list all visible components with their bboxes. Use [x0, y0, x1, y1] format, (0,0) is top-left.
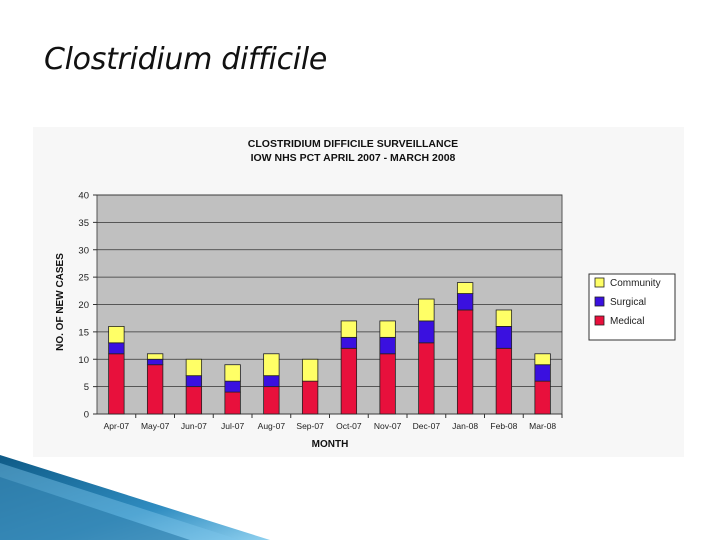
bar-community-mar-08: [534, 353, 551, 366]
y-tick-label: 15: [78, 327, 89, 338]
bar-surgical-oct-07: [340, 336, 358, 349]
bar-community-nov-07: [379, 320, 396, 338]
y-tick-label: 0: [84, 410, 89, 421]
bar-surgical-aug-07: [263, 375, 280, 388]
bar-medical-sep-07: [301, 380, 319, 415]
bar-surgical-apr-07: [108, 342, 125, 355]
legend-label-community: Community: [610, 278, 661, 289]
bar-community-aug-07: [263, 353, 280, 377]
bar-medical-may-07: [146, 364, 164, 415]
y-tick-label: 40: [78, 191, 89, 202]
legend-swatch-surgical: [594, 296, 605, 307]
bar-community-jun-07: [185, 358, 203, 377]
x-tick-label: Jun-07: [181, 421, 207, 431]
bar-medical-dec-07: [418, 342, 435, 415]
bar-medical-nov-07: [379, 353, 396, 415]
bar-surgical-nov-07: [379, 336, 396, 355]
y-tick-label: 20: [78, 300, 89, 311]
legend-swatch-medical: [594, 315, 605, 326]
bar-community-feb-08: [495, 309, 513, 327]
legend-label-surgical: Surgical: [610, 297, 646, 308]
bar-community-may-07: [146, 353, 164, 360]
bar-medical-oct-07: [340, 347, 358, 415]
x-tick-label: Aug-07: [258, 421, 286, 431]
x-tick-label: Sep-07: [296, 421, 324, 431]
bar-surgical-dec-07: [418, 320, 435, 344]
x-tick-label: Dec-07: [413, 421, 441, 431]
bar-community-jul-07: [224, 364, 241, 382]
bar-surgical-may-07: [146, 358, 164, 366]
legend: Community Surgical Medical: [588, 273, 676, 341]
bar-surgical-jan-08: [456, 293, 474, 311]
chart-subtitle: IOW NHS PCT APRIL 2007 - MARCH 2008: [251, 152, 456, 164]
bar-community-jan-08: [456, 282, 474, 294]
y-tick-label: 5: [84, 382, 89, 393]
x-tick-label: Mar-08: [529, 421, 556, 431]
legend-label-medical: Medical: [610, 316, 644, 327]
slide-title: Clostridium difficile: [44, 42, 328, 77]
chart-panel: CLOSTRIDIUM DIFFICILE SURVEILLANCE IOW N…: [33, 127, 684, 457]
bar-medical-mar-08: [534, 380, 551, 415]
bar-surgical-jun-07: [185, 375, 203, 388]
bar-surgical-feb-08: [495, 325, 513, 349]
stacked-bar-chart: CLOSTRIDIUM DIFFICILE SURVEILLANCE IOW N…: [55, 138, 676, 450]
x-tick-label: Nov-07: [374, 421, 402, 431]
x-tick-label: Oct-07: [336, 421, 362, 431]
bar-community-apr-07: [108, 325, 125, 344]
bar-medical-jun-07: [185, 386, 203, 415]
y-tick-label: 10: [78, 355, 89, 366]
x-tick-label: Jul-07: [221, 421, 244, 431]
y-axis-label: NO. OF NEW CASES: [55, 253, 66, 351]
bar-medical-aug-07: [263, 386, 280, 415]
y-tick-label: 25: [78, 273, 89, 284]
corner-decoration: [0, 455, 270, 540]
x-tick-label: Apr-07: [104, 421, 130, 431]
bar-community-dec-07: [418, 298, 435, 322]
y-tick-label: 30: [78, 245, 89, 256]
bar-surgical-jul-07: [224, 380, 241, 393]
plot-area: 0 5 10 15 20 25 30 35 40 Apr-07 May-07 Jun-07 Jul-07…: [78, 191, 563, 431]
bar-medical-jul-07: [224, 391, 241, 415]
bar-community-sep-07: [301, 358, 319, 382]
bar-medical-feb-08: [495, 347, 513, 415]
bar-medical-jan-08: [456, 309, 474, 415]
bar-medical-apr-07: [108, 353, 125, 415]
bar-community-oct-07: [340, 320, 358, 338]
x-tick-label: May-07: [141, 421, 170, 431]
bar-surgical-mar-08: [534, 364, 551, 382]
chart-title: CLOSTRIDIUM DIFFICILE SURVEILLANCE: [248, 138, 458, 150]
x-tick-label: Jan-08: [452, 421, 478, 431]
legend-swatch-community: [594, 277, 605, 288]
y-tick-label: 35: [78, 218, 89, 229]
x-axis-label: MONTH: [312, 439, 349, 450]
x-tick-label: Feb-08: [490, 421, 517, 431]
